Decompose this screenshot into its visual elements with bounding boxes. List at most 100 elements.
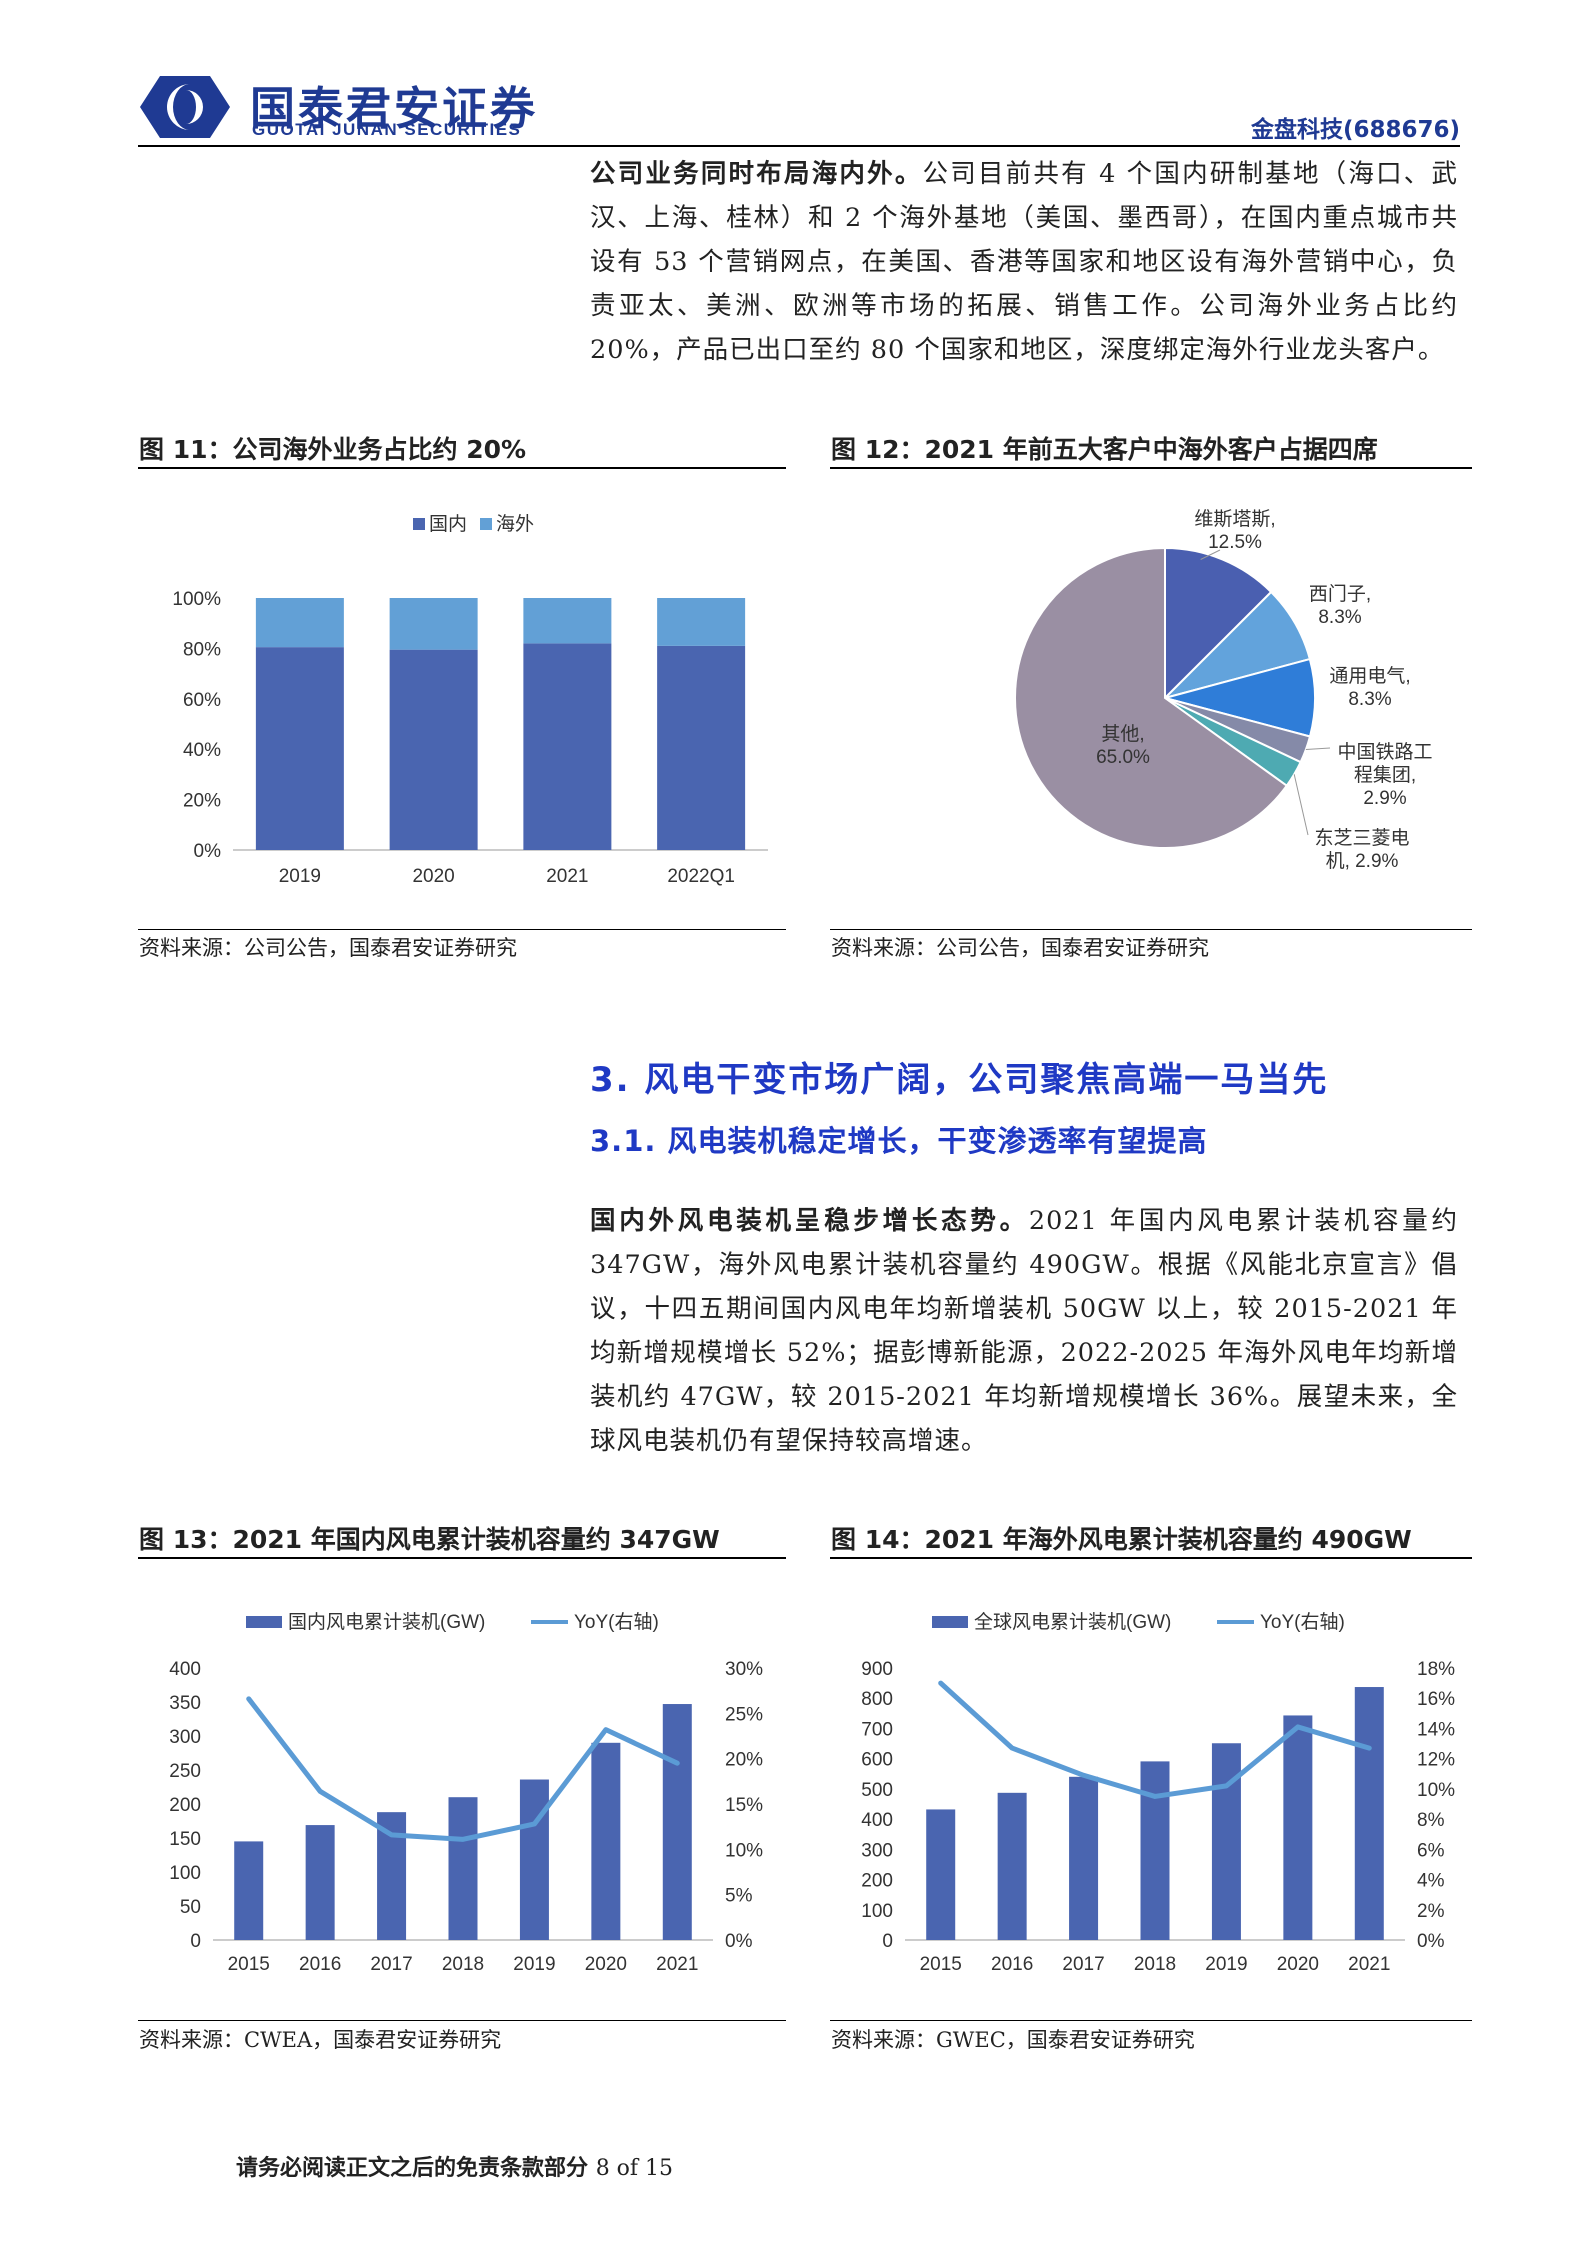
footer: 请务必阅读正文之后的免责条款部分 8 of 15 [236, 2150, 673, 2182]
page-number: 8 of 15 [595, 2156, 674, 2181]
y2-tick-label: 18% [1417, 1659, 1455, 1680]
figure-source: 资料来源：公司公告，国泰君安证券研究 [831, 936, 1209, 960]
y-tick-label: 0 [190, 1931, 201, 1952]
x-tick-label: 2021 [656, 1954, 698, 1975]
x-tick-label: 2019 [1205, 1954, 1247, 1975]
figure-title: 图 12：2021 年前五大客户中海外客户占据四席 [831, 435, 1378, 464]
y2-tick-label: 2% [1417, 1901, 1445, 1922]
y2-tick-label: 15% [725, 1795, 763, 1816]
bar [448, 1797, 478, 1940]
y2-tick-label: 6% [1417, 1840, 1445, 1861]
paragraph-lead: 国内外风电装机呈稳步增长态势。 [590, 1206, 1029, 1236]
pie-label: 东芝三菱电 [1314, 827, 1409, 849]
paragraph-wind: 国内外风电装机呈稳步增长态势。2021 年国内风电累计装机容量约 347GW，海… [590, 1199, 1458, 1463]
x-tick-label: 2020 [585, 1954, 627, 1975]
y2-tick-label: 10% [725, 1840, 763, 1861]
y2-tick-label: 25% [725, 1704, 763, 1725]
y-tick-label: 40% [183, 740, 221, 761]
pie-label: 8.3% [1348, 689, 1391, 710]
header-rule [138, 145, 1460, 147]
leader-line [1293, 774, 1309, 836]
y-tick-label: 100% [172, 589, 221, 610]
y2-tick-label: 16% [1417, 1689, 1455, 1710]
figure-rule [138, 929, 786, 930]
figure-rule [830, 929, 1472, 930]
y2-tick-label: 30% [725, 1659, 763, 1680]
y-tick-label: 200 [861, 1871, 893, 1892]
company-code: 金盘科技(688676) [1250, 117, 1460, 143]
bar-segment [657, 645, 746, 850]
y-tick-label: 500 [861, 1780, 893, 1801]
pie-label: 维斯塔斯, [1194, 508, 1275, 530]
legend-label: YoY(右轴) [574, 1611, 659, 1633]
bar [926, 1809, 956, 1940]
paragraph-body: 公司目前共有 4 个国内研制基地（海口、武汉、上海、桂林）和 2 个海外基地（美… [590, 159, 1458, 365]
bar-segment [523, 598, 612, 644]
stacked-bar-chart: 国内 海外 0% 20% 40% 60% 80% 100% 2019 2020 2021 2022Q1 [172, 513, 768, 887]
bar [997, 1792, 1027, 1940]
pie-label: 其他, [1101, 723, 1144, 745]
x-tick-label: 2019 [513, 1954, 555, 1975]
y-tick-label: 0 [882, 1931, 893, 1952]
leader-line [1305, 747, 1331, 751]
legend-label: 海外 [496, 513, 534, 535]
pie-label: 机, 2.9% [1326, 850, 1399, 872]
figure-source: 资料来源：CWEA，国泰君安证券研究 [139, 2028, 502, 2052]
figure-title: 图 11：公司海外业务占比约 20% [139, 435, 527, 464]
disclaimer-text: 请务必阅读正文之后的免责条款部分 [236, 2155, 589, 2181]
bar [305, 1825, 335, 1940]
y-tick-label: 0% [194, 841, 222, 862]
figure-rule [138, 2020, 786, 2021]
pie-chart: 维斯塔斯,12.5%西门子,8.3%通用电气,8.3%中国铁路工程集团,2.9%… [1014, 508, 1433, 872]
chart-area: 国内 海外 0% 20% 40% 60% 80% 100% 2019 2020 2021 2022Q1 [172, 513, 768, 887]
y-tick-label: 250 [169, 1761, 201, 1782]
legend-label: 全球风电累计装机(GW) [974, 1611, 1171, 1633]
bar [234, 1841, 264, 1940]
pie-label: 12.5% [1208, 532, 1262, 553]
y-tick-label: 350 [169, 1693, 201, 1714]
y-tick-label: 60% [183, 690, 221, 711]
figure-rule [138, 467, 786, 469]
y-tick-label: 300 [861, 1840, 893, 1861]
y2-tick-label: 20% [725, 1750, 763, 1771]
paragraph-body: 2021 年国内风电累计装机容量约 347GW，海外风电累计装机容量约 490G… [590, 1206, 1458, 1456]
x-tick-label: 2018 [442, 1954, 484, 1975]
y-tick-label: 200 [169, 1795, 201, 1816]
legend-swatch [932, 1616, 968, 1628]
chart-area: 国内风电累计装机(GW) YoY(右轴) 0 50 100 150 200 250 300 350… [169, 1611, 763, 1975]
figure-source: 资料来源：GWEC，国泰君安证券研究 [831, 2028, 1195, 2052]
y2-tick-label: 8% [1417, 1810, 1445, 1831]
x-tick-label: 2020 [1277, 1954, 1319, 1975]
bar-segment [389, 598, 478, 650]
figure-rule [138, 1557, 786, 1559]
bar [1211, 1743, 1241, 1940]
leader-line [1200, 549, 1221, 560]
y2-tick-label: 4% [1417, 1871, 1445, 1892]
y2-tick-label: 12% [1417, 1750, 1455, 1771]
pie-slice [1164, 546, 1273, 701]
x-tick-label: 2021 [546, 866, 588, 887]
chart-area: 全球风电累计装机(GW) YoY(右轴) 0 100 200 300 400 500 600 70… [861, 1611, 1455, 1975]
y-tick-label: 100 [169, 1863, 201, 1884]
legend-label: 国内风电累计装机(GW) [288, 1611, 485, 1633]
legend-swatch [413, 518, 425, 530]
x-tick-label: 2022Q1 [667, 866, 735, 887]
pie-label: 程集团, [1354, 764, 1416, 786]
bar [591, 1742, 621, 1940]
pie-label: 西门子, [1309, 583, 1371, 605]
bar-segment [657, 598, 746, 646]
bar-segment [255, 647, 344, 850]
y2-tick-label: 14% [1417, 1719, 1455, 1740]
bar-line-chart: 全球风电累计装机(GW) YoY(右轴) 0 100 200 300 400 500 600 70… [861, 1611, 1455, 1975]
x-tick-label: 2018 [1134, 1954, 1176, 1975]
logo-text-en: GUOTAI JUNAN SECURITIES [252, 120, 522, 139]
y2-tick-label: 5% [725, 1886, 753, 1907]
y-tick-label: 20% [183, 791, 221, 812]
legend-swatch [246, 1616, 282, 1628]
bar-segment [255, 598, 344, 648]
x-tick-label: 2015 [228, 1954, 270, 1975]
subsection-heading: 3.1. 风电装机稳定增长，干变渗透率有望提高 [590, 1124, 1208, 1158]
pie-label: 65.0% [1096, 747, 1150, 768]
bar [662, 1704, 692, 1940]
y-tick-label: 80% [183, 639, 221, 660]
